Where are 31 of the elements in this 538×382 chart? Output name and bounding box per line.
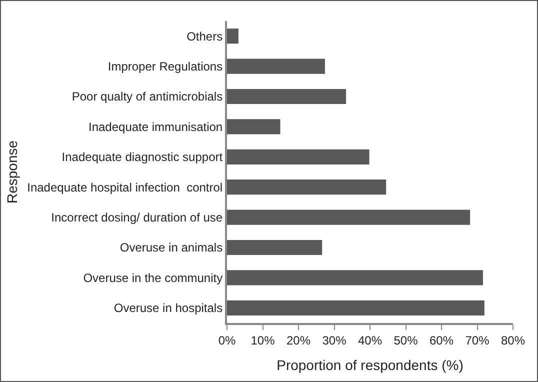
y-tick-label: Inadequate immunisation [88, 120, 223, 134]
x-tick-label: 60% [429, 333, 454, 348]
bar [227, 58, 325, 74]
x-tick-label: 0% [218, 333, 236, 348]
bar [227, 180, 386, 195]
bar [227, 149, 370, 164]
bar [227, 210, 470, 225]
x-tick-label: 30% [322, 333, 347, 348]
x-tick-label: 10% [250, 333, 276, 348]
x-tick-label: 20% [286, 333, 311, 348]
y-tick-label: Inadequate diagnostic support [62, 150, 224, 164]
bar [227, 119, 280, 134]
y-tick-label: Overuse in the community [83, 270, 223, 285]
bar [227, 88, 346, 104]
x-tick-label: 50% [394, 333, 418, 348]
y-axis-title: Response [4, 140, 20, 204]
x-axis-title: Proportion of respondents (%) [276, 357, 464, 374]
bar [227, 270, 483, 286]
y-tick-label: Overuse in hospitals [114, 301, 223, 316]
y-tick-label: Inadequate hospital infection control [27, 180, 223, 194]
y-tick-label: Overuse in animals [120, 240, 223, 255]
y-tick-label: Incorrect dosing/ duration of use [51, 210, 223, 224]
y-tick-label: Improper Regulations [108, 60, 223, 74]
bar [227, 300, 484, 316]
y-tick-label: Poor qualty of antimicrobials [72, 90, 223, 104]
x-tick-label: 70% [465, 333, 490, 348]
x-tick-label: 40% [358, 333, 382, 348]
y-tick-label: Others [186, 29, 223, 44]
x-tick-label: 80% [500, 333, 526, 348]
bar [227, 28, 238, 44]
bar [227, 240, 322, 256]
